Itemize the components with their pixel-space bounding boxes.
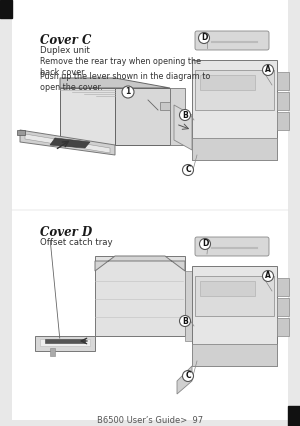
Polygon shape bbox=[45, 339, 85, 343]
Bar bbox=[195, 276, 274, 316]
Text: 1: 1 bbox=[125, 87, 130, 97]
Text: C: C bbox=[185, 371, 191, 380]
Polygon shape bbox=[25, 134, 110, 153]
Text: C: C bbox=[185, 165, 191, 175]
Bar bbox=[192, 266, 277, 366]
Circle shape bbox=[179, 109, 191, 121]
Bar bbox=[277, 278, 289, 296]
Text: B6500 User’s Guide>  97: B6500 User’s Guide> 97 bbox=[97, 416, 203, 425]
Circle shape bbox=[199, 32, 209, 43]
Polygon shape bbox=[60, 78, 170, 88]
Polygon shape bbox=[35, 336, 95, 351]
Polygon shape bbox=[60, 88, 115, 145]
Circle shape bbox=[262, 271, 274, 282]
Bar bbox=[95, 256, 185, 336]
FancyBboxPatch shape bbox=[195, 237, 269, 256]
Polygon shape bbox=[50, 138, 90, 148]
Text: Duplex unit: Duplex unit bbox=[40, 46, 90, 55]
Bar bbox=[170, 88, 185, 145]
Text: D: D bbox=[202, 239, 208, 248]
Circle shape bbox=[179, 316, 191, 326]
Circle shape bbox=[122, 86, 134, 98]
Polygon shape bbox=[177, 366, 192, 394]
Text: Cover D: Cover D bbox=[40, 226, 92, 239]
Circle shape bbox=[182, 164, 194, 176]
Bar bbox=[277, 298, 289, 316]
Text: Cover C: Cover C bbox=[40, 34, 92, 47]
Polygon shape bbox=[40, 339, 90, 346]
Text: Remove the rear tray when opening the
back cover.: Remove the rear tray when opening the ba… bbox=[40, 57, 201, 78]
Text: A: A bbox=[265, 271, 271, 280]
Circle shape bbox=[182, 371, 194, 382]
Bar bbox=[195, 70, 274, 110]
Text: A: A bbox=[265, 66, 271, 75]
Text: Push up the lever shown in the diagram to
open the cover.: Push up the lever shown in the diagram t… bbox=[40, 72, 210, 92]
Bar bbox=[192, 138, 277, 160]
Bar bbox=[192, 344, 277, 366]
Circle shape bbox=[200, 239, 211, 250]
Text: B: B bbox=[182, 110, 188, 120]
Bar bbox=[277, 318, 289, 336]
Polygon shape bbox=[115, 88, 170, 145]
FancyBboxPatch shape bbox=[195, 31, 269, 50]
Text: B: B bbox=[182, 317, 188, 325]
Bar bbox=[17, 130, 25, 135]
Polygon shape bbox=[95, 256, 185, 271]
Bar bbox=[200, 75, 255, 90]
Bar bbox=[288, 406, 300, 426]
Bar bbox=[185, 271, 200, 341]
Bar bbox=[277, 112, 289, 130]
Circle shape bbox=[262, 64, 274, 75]
Text: D: D bbox=[201, 34, 207, 43]
Bar bbox=[200, 281, 255, 296]
Bar bbox=[0, 0, 12, 18]
Bar bbox=[50, 348, 55, 356]
Polygon shape bbox=[174, 105, 192, 150]
Bar bbox=[277, 92, 289, 110]
Bar bbox=[192, 60, 277, 160]
Polygon shape bbox=[20, 130, 115, 155]
Text: Offset catch tray: Offset catch tray bbox=[40, 238, 112, 247]
Bar bbox=[277, 72, 289, 90]
Bar bbox=[160, 102, 170, 110]
